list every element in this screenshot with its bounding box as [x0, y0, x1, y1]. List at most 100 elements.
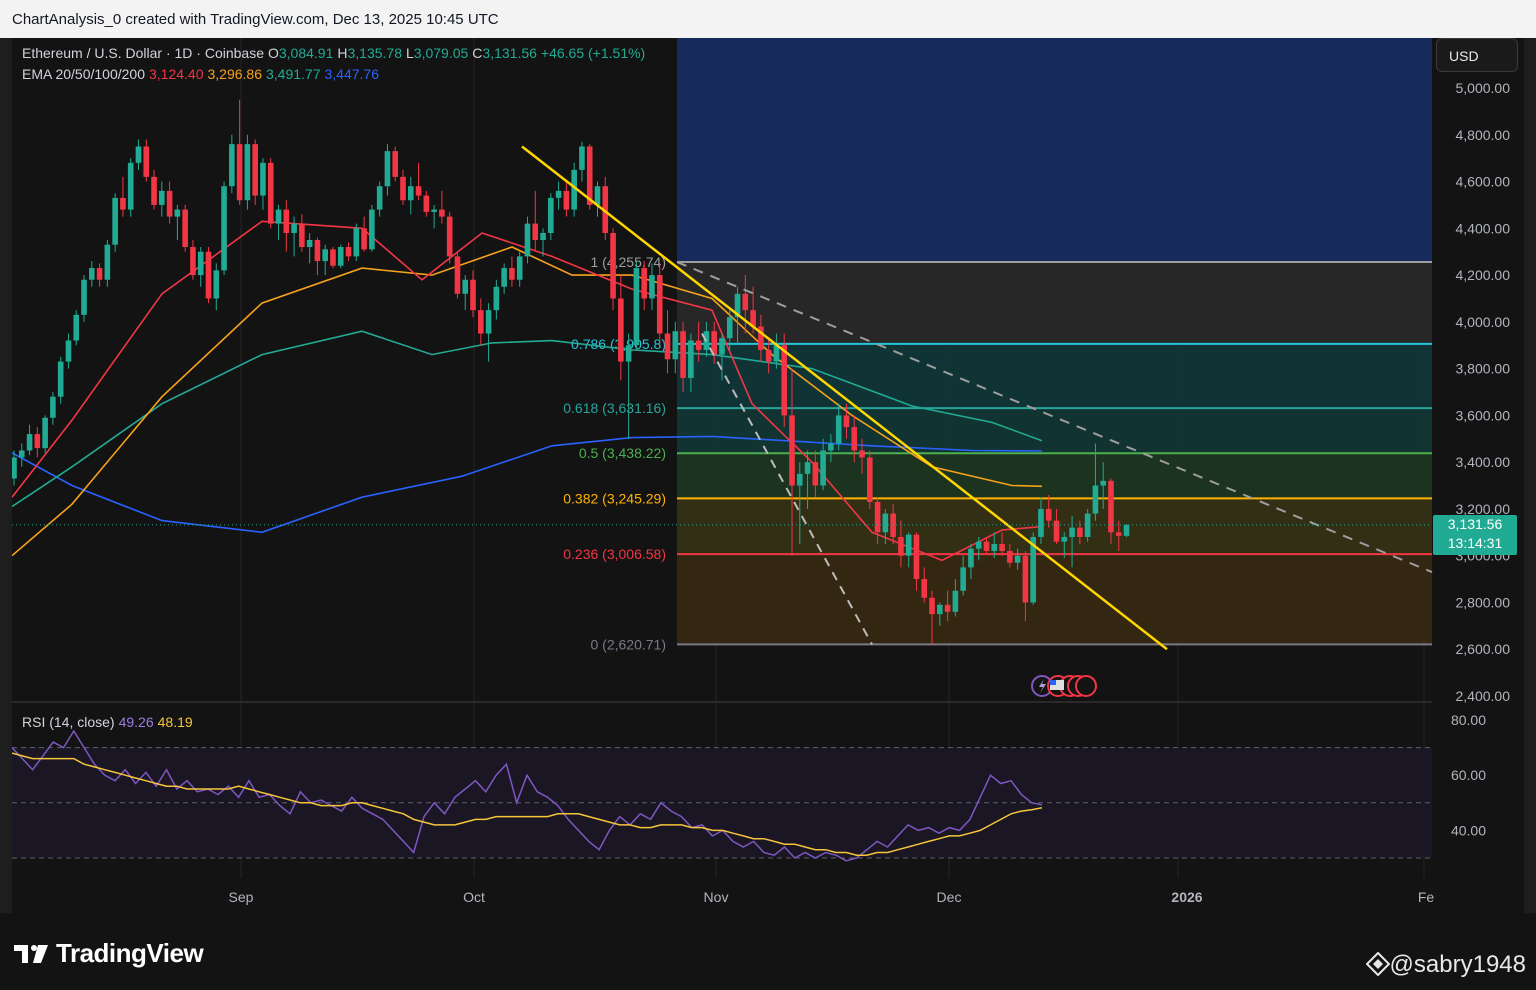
candle-body: [166, 190, 173, 217]
candle-body: [205, 251, 212, 299]
candle-body: [1115, 532, 1122, 536]
candle-body: [1038, 508, 1044, 537]
candle-body: [586, 146, 593, 205]
candle-body: [174, 209, 181, 217]
fib-level-label: 0.5 (3,438.22): [579, 445, 666, 461]
candle-body: [159, 190, 165, 205]
tradingview-logo-icon: [14, 945, 48, 963]
watermark-text: @sabry1948: [1389, 951, 1526, 978]
fib-extension-zone: [677, 38, 1432, 263]
candle-body: [337, 247, 344, 266]
fib-zone: [677, 453, 1432, 499]
candle-body: [213, 270, 220, 299]
candle-body: [610, 232, 616, 299]
candle-body: [742, 293, 749, 311]
dashed-projection-line: [701, 333, 873, 645]
candle-body: [345, 247, 352, 257]
candle-body: [431, 209, 437, 212]
ema200-value: 3,447.76: [324, 66, 380, 82]
currency-selector[interactable]: USD: [1436, 38, 1518, 72]
candle-body: [874, 501, 881, 533]
high-value: 3,135.78: [347, 45, 403, 61]
candle-body: [306, 240, 313, 248]
price-axis-tick: 4,800.00: [1456, 127, 1511, 143]
candle-body: [314, 240, 321, 262]
candle-body: [120, 197, 126, 210]
last-price: 3,131.56: [1447, 516, 1503, 532]
candle-body: [548, 197, 554, 233]
candle-body: [633, 268, 640, 346]
candle-body: [656, 275, 663, 334]
candle-body: [532, 223, 539, 240]
candle-body: [828, 443, 834, 451]
time-axis-tick: Nov: [704, 889, 729, 905]
candle-body: [726, 317, 733, 339]
candle-body: [867, 457, 873, 502]
candle-body: [524, 223, 531, 257]
rsi-axis-tick: 60.00: [1451, 767, 1486, 783]
fib-zone: [677, 343, 1432, 409]
candle-body: [423, 195, 430, 212]
candle-body: [1007, 551, 1013, 563]
candle-body: [353, 228, 360, 257]
rsi-line: [12, 729, 1043, 862]
price-axis-tick: 5,000.00: [1456, 80, 1511, 96]
candle-body: [843, 415, 850, 428]
candle-body: [1014, 555, 1021, 563]
candle-body: [182, 209, 188, 248]
candle-body: [322, 249, 328, 262]
candle-body: [1084, 513, 1091, 537]
price-axis-tick: 3,200.00: [1456, 501, 1511, 517]
us-flag-icon: [1050, 680, 1064, 690]
candle-body: [781, 345, 788, 416]
price-chart[interactable]: 1 (4,255.74)0.786 (3,905.8)0.618 (3,631.…: [12, 38, 1524, 913]
candle-body: [975, 541, 982, 549]
candle-body: [680, 331, 686, 378]
candle-body: [18, 450, 25, 458]
time-axis-tick: Oct: [463, 889, 485, 905]
candle-body: [229, 144, 235, 187]
candle-body: [944, 604, 951, 612]
candle-body: [555, 190, 562, 198]
candle-body: [851, 427, 858, 451]
candle-body: [493, 286, 500, 311]
candle-body: [905, 534, 912, 556]
candle-body: [758, 326, 764, 350]
candle-body: [462, 279, 469, 294]
high-label: H: [337, 45, 348, 61]
chart-area[interactable]: 1 (4,255.74)0.786 (3,905.8)0.618 (3,631.…: [12, 38, 1524, 913]
candle-body: [773, 345, 780, 362]
candle-body: [400, 176, 406, 201]
candle-body: [143, 146, 150, 177]
candle-body: [89, 268, 95, 280]
close-label: C: [472, 45, 483, 61]
candle-body: [291, 223, 297, 233]
candle-body: [151, 176, 157, 205]
fib-level-label: 1 (4,255.74): [591, 254, 667, 270]
tradingview-logo[interactable]: TradingView: [14, 938, 204, 969]
candle-body: [190, 247, 196, 276]
fib-zone: [677, 554, 1432, 645]
candle-body: [384, 151, 391, 187]
time-axis-tick: 2026: [1171, 889, 1202, 905]
low-value: 3,079.05: [413, 45, 469, 61]
candle-body: [734, 293, 741, 318]
candle-body: [369, 209, 375, 250]
ema100-value: 3,491.77: [266, 66, 321, 82]
candle-body: [112, 197, 118, 245]
candle-body: [913, 534, 920, 580]
fib-zone: [677, 408, 1432, 454]
candle-body: [1108, 480, 1114, 533]
time-axis-tick: Fe: [1418, 889, 1435, 905]
candle-body: [991, 544, 998, 552]
candle-body: [73, 314, 80, 341]
candle-body: [960, 567, 966, 591]
candle-body: [57, 361, 64, 397]
price-axis-tick: 3,800.00: [1456, 361, 1511, 377]
rsi-value: 49.26: [118, 714, 154, 730]
price-axis-tick: 3,400.00: [1456, 454, 1511, 470]
ema-legend: EMA 20/50/100/200 3,124.40 3,296.86 3,491.7…: [22, 66, 383, 82]
candle-body: [96, 268, 103, 280]
us-flag-event-icon: [1075, 675, 1097, 697]
candle-body: [127, 162, 134, 210]
